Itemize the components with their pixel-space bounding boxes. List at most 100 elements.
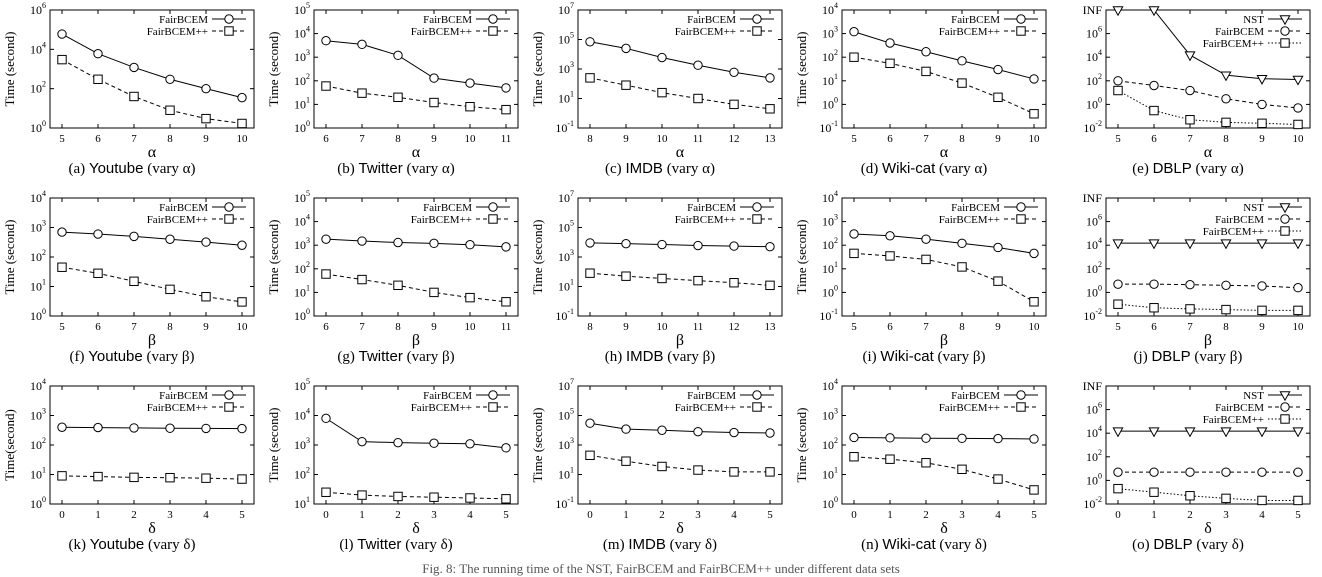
data-point-fairbcemplusplus (885, 454, 895, 464)
legend-label: FairBCEM++ (147, 214, 208, 226)
data-point-fairbcemplusplus (1113, 299, 1123, 309)
caption-label: (n) (861, 537, 883, 553)
x-tick-label: 6 (1151, 321, 1157, 333)
legend-marker (488, 214, 498, 224)
data-point-fairbcemplusplus (585, 268, 595, 278)
chart-svg-f: 100 101 102 103 104 5 6 7 8 9 10 β Time (second) Fair… (2, 189, 255, 349)
series-line-fairbcem (589, 242, 771, 248)
legend-marker (1279, 391, 1291, 402)
y-tick-label: 100 (822, 95, 838, 111)
x-tick-label: 0 (59, 509, 65, 521)
chart-svg-j: 10-2 100 102 104 106 INF 5 6 7 8 9 10 β NSTFairBCEMFa… (1083, 191, 1311, 349)
series-line-fairbcemplusplus (853, 252, 1035, 303)
data-point-fairbcemplusplus (429, 492, 439, 502)
x-tick-label: 9 (431, 133, 437, 145)
legend-label: FairBCEM (687, 14, 736, 26)
x-tick-label: 13 (765, 321, 777, 333)
y-axis-label: Time (second) (530, 408, 545, 483)
y-tick-label: INF (1083, 379, 1103, 393)
caption-suffix: (vary δ) (144, 537, 196, 553)
x-axis-label: β (940, 332, 948, 349)
chart-panel-g: 100 101 102 103 104 105 6 7 8 9 10 11 β Time (second)… (264, 188, 528, 374)
chart-panel-o: 10-2 100 102 104 106 INF 0 1 2 3 4 5 δ NST FairBCEM Fai… (1056, 376, 1320, 562)
chart-svg-i: 10-1 100 101 102 103 104 5 6 7 8 9 10 β Time (second)… (794, 189, 1047, 349)
x-tick-label: 5 (767, 509, 773, 521)
data-point-fairbcemplusplus (621, 80, 631, 90)
chart-panel-c: 10-1 101 103 105 107 8 9 10 11 12 13 α Time (second)… (528, 0, 792, 186)
x-axis-label: α (940, 144, 949, 161)
data-point-nst (1292, 427, 1304, 438)
data-point-fairbcemplusplus (201, 292, 211, 302)
caption-suffix: (vary α) (1191, 161, 1244, 177)
series-line-fairbcemplusplus (325, 491, 507, 500)
legend-label: FairBCEM++ (939, 26, 1000, 38)
data-point-fairbcemplusplus (1293, 495, 1303, 506)
legend-label: FairBCEM++ (675, 402, 736, 414)
data-point-fairbcemplusplus (93, 74, 103, 84)
x-tick-label: 3 (959, 509, 965, 521)
x-tick-label: 9 (431, 321, 437, 333)
caption-label: (g) (337, 349, 359, 365)
data-point-fairbcem (129, 231, 139, 242)
data-point-nst (1220, 71, 1232, 82)
plot-frame (1105, 9, 1311, 129)
data-point-nst (1292, 75, 1304, 86)
legend-marker (1280, 402, 1290, 412)
y-tick-label: 104 (30, 377, 46, 393)
data-point-fairbcem (993, 64, 1003, 75)
x-tick-label: 9 (1259, 321, 1265, 333)
legend-marker (224, 390, 234, 400)
data-point-fairbcem (765, 73, 775, 83)
data-point-fairbcem (1257, 467, 1267, 477)
x-tick-label: 5 (59, 133, 65, 145)
y-tick-label: 102 (822, 236, 838, 252)
data-point-fairbcemplusplus (1221, 493, 1231, 504)
x-tick-label: 9 (623, 133, 629, 145)
data-point-fairbcem (393, 50, 403, 61)
x-tick-label: 9 (1259, 133, 1265, 145)
y-tick-label: 100 (1086, 471, 1102, 487)
caption-suffix: (vary δ) (935, 537, 987, 553)
legend-label: FairBCEM++ (675, 214, 736, 226)
data-point-fairbcem (429, 73, 439, 83)
caption-dataset: Wiki-cat (882, 536, 936, 553)
data-point-fairbcem (1293, 283, 1303, 293)
data-point-fairbcemplusplus (237, 118, 247, 129)
data-point-fairbcemplusplus (237, 297, 247, 307)
data-point-fairbcemplusplus (1257, 118, 1267, 129)
caption-suffix: (vary δ) (665, 537, 718, 553)
y-tick-label: 104 (294, 407, 310, 423)
y-tick-label: 105 (558, 407, 574, 423)
data-point-fairbcem (729, 241, 739, 251)
data-point-fairbcem (357, 39, 367, 50)
y-tick-label: 103 (294, 436, 310, 452)
y-tick-label: 100 (30, 119, 46, 135)
data-point-fairbcemplusplus (393, 280, 403, 290)
x-axis-label: δ (148, 520, 156, 537)
legend-marker (224, 14, 234, 24)
caption-suffix: (vary δ) (1192, 537, 1244, 553)
data-point-fairbcemplusplus (765, 467, 775, 477)
x-axis-label: δ (940, 520, 948, 537)
y-tick-label: 105 (294, 189, 310, 205)
caption-label: (h) (604, 349, 626, 365)
data-point-fairbcemplusplus (429, 287, 439, 298)
data-point-fairbcemplusplus (57, 262, 67, 272)
data-point-nst (1220, 427, 1232, 438)
y-tick-label: 100 (30, 307, 46, 323)
data-point-fairbcem (1257, 281, 1267, 291)
legend-label: NST (1243, 202, 1264, 214)
x-tick-label: 9 (995, 321, 1001, 333)
legend-label: FairBCEM++ (675, 26, 736, 38)
data-point-fairbcemplusplus (585, 73, 595, 83)
caption-dataset: IMDB (625, 348, 664, 365)
series-line-fairbcem (1118, 283, 1299, 289)
y-tick-label: 101 (558, 90, 574, 106)
legend-marker (224, 26, 234, 36)
data-point-fairbcem (93, 422, 103, 433)
x-tick-label: 1 (887, 509, 893, 521)
plot-frame (841, 197, 1047, 317)
series-line-fairbcem (1117, 80, 1299, 109)
y-axis-label: Time (second) (530, 32, 545, 107)
subfigure-caption: (n) Wiki-cat (vary δ) (792, 536, 1056, 554)
